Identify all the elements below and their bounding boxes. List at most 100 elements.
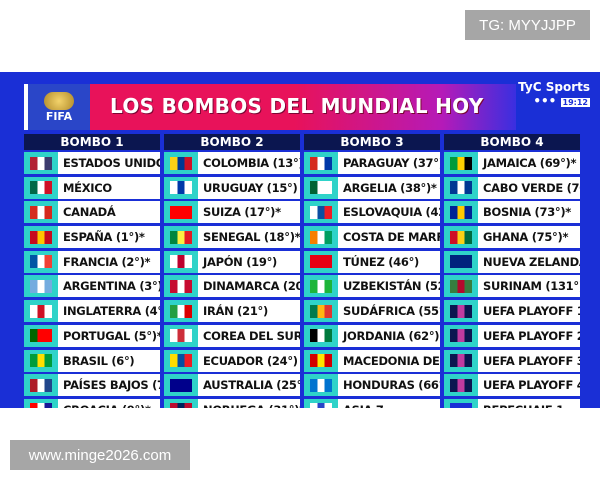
team-row: UEFA PLAYOFF 4 [444, 374, 580, 397]
fifa-logo: FIFA [24, 84, 90, 130]
page-title: LOS BOMBOS DEL MUNDIAL HOY [110, 94, 484, 118]
team-name: UEFA PLAYOFF 4 [483, 378, 580, 393]
pot-header: BOMBO 4 [444, 134, 580, 150]
team-row: INGLATERRA (4°)* [24, 300, 160, 323]
pot-header: BOMBO 1 [24, 134, 160, 150]
team-row: PAÍSES BAJOS (7°)* [24, 374, 160, 397]
flag-icon [304, 398, 338, 408]
team-row: GHANA (75°)* [444, 226, 580, 249]
team-name: IRÁN (21°) [203, 304, 268, 319]
flag-icon [444, 226, 478, 249]
flag-icon [164, 201, 198, 224]
flag-icon [444, 374, 478, 397]
team-name: PAÍSES BAJOS (7°)* [63, 378, 160, 393]
team-name: CROACIA (9°)* [58, 399, 160, 408]
team-name: BRASIL (6°) [63, 353, 135, 368]
team-name: JAPÓN (19°) [203, 254, 277, 269]
team-row: BOSNIA (73°)* [444, 201, 580, 224]
flag-icon [304, 250, 338, 273]
team-row: DINAMARCA (20°)* [164, 275, 300, 298]
flag-icon [304, 226, 338, 249]
team-name: DINAMARCA (20°)* [203, 279, 300, 294]
flag-icon [304, 201, 338, 224]
flag-icon [164, 226, 198, 249]
team-name: TÚNEZ (46°) [343, 254, 419, 269]
team-name: MÉXICO [63, 180, 112, 195]
team-row: UEFA PLAYOFF 2 [444, 324, 580, 347]
flag-icon [24, 324, 58, 347]
flag-icon [164, 374, 198, 397]
flag-icon [444, 398, 478, 408]
flag-icon [24, 275, 58, 298]
flag-icon [164, 349, 198, 372]
team-row: BRASIL (6°) [24, 349, 160, 372]
team-name: SENEGAL (18°)* [203, 230, 300, 245]
team-name: COSTA DE MARFIL (44°)* [343, 230, 440, 245]
team-name: SURINAM (131°)* [483, 279, 580, 294]
team-name: PARAGUAY (37°) [343, 156, 440, 170]
team-name: HONDURAS (66°)* [343, 378, 440, 393]
team-row: MACEDONIA DEL NORTE (63°)* [304, 349, 440, 372]
team-name: NORUEGA (31°)* [198, 399, 300, 408]
flag-icon [304, 300, 338, 323]
team-row: COLOMBIA (13°) [164, 152, 300, 174]
pot-column-4: BOMBO 4 JAMAICA (69°)* CABO VERDE (70°)* BO… [444, 134, 580, 408]
flag-icon [24, 300, 58, 323]
team-row: JORDANIA (62°) [304, 324, 440, 347]
pot-column-2: BOMBO 2 COLOMBIA (13°) URUGUAY (15°) SUIZA … [164, 134, 300, 408]
flag-icon [24, 176, 58, 199]
flag-icon [304, 324, 338, 347]
team-row: JAPÓN (19°) [164, 250, 300, 273]
team-row: SUDÁFRICA (55°)* [304, 300, 440, 323]
team-name: NUEVA ZELANDA (83°) [483, 254, 580, 269]
flag-icon [444, 250, 478, 273]
team-name: COREA DEL SUR (23°) [203, 328, 300, 343]
team-row: CANADÁ [24, 201, 160, 224]
flag-icon [304, 152, 338, 174]
pot-column-1: BOMBO 1 ESTADOS UNIDOS MÉXICO CANADÁ ESPAÑA … [24, 134, 160, 408]
team-row: UEFA PLAYOFF 1 [444, 300, 580, 323]
flag-icon [164, 398, 198, 408]
broadcast-graphic: FIFA LOS BOMBOS DEL MUNDIAL HOY TyC Spor… [0, 72, 600, 408]
flag-icon [164, 275, 198, 298]
clock: 19:12 [560, 98, 590, 107]
team-name: SUDÁFRICA (55°)* [343, 304, 440, 319]
team-row: FRANCIA (2°)* [24, 250, 160, 273]
flag-icon [164, 176, 198, 199]
team-name: JAMAICA (69°)* [483, 156, 577, 170]
team-row: SURINAM (131°)* [444, 275, 580, 298]
team-name: ARGENTINA (3°) [63, 279, 160, 294]
team-row: COSTA DE MARFIL (44°)* [304, 226, 440, 249]
flag-icon [24, 201, 58, 224]
team-row: SENEGAL (18°)* [164, 226, 300, 249]
flag-icon [24, 349, 58, 372]
team-name: ESTADOS UNIDOS [63, 156, 160, 170]
flag-icon [164, 300, 198, 323]
team-name: FRANCIA (2°)* [63, 254, 151, 269]
flag-icon [164, 152, 198, 174]
team-name: BOSNIA (73°)* [483, 205, 572, 220]
team-name: UEFA PLAYOFF 2 [483, 328, 580, 343]
flag-icon [24, 152, 58, 174]
flag-icon [164, 324, 198, 347]
team-name: ECUADOR (24°) [203, 353, 298, 368]
team-name: MACEDONIA DEL NORTE (63°)* [343, 353, 440, 368]
flag-icon [24, 226, 58, 249]
team-row: CROACIA (9°)* [24, 398, 160, 408]
channel-name: TyC Sports [518, 80, 590, 94]
team-name: ESPAÑA (1°)* [63, 230, 145, 245]
team-name: ARGELIA (38°)* [343, 180, 437, 195]
team-row: ARGELIA (38°)* [304, 176, 440, 199]
team-row: IRÁN (21°) [164, 300, 300, 323]
flag-icon [444, 201, 478, 224]
flag-icon [444, 176, 478, 199]
team-row: ESLOVAQUIA (42°)* [304, 201, 440, 224]
team-row: ASIA 7 [304, 398, 440, 408]
flag-icon [24, 250, 58, 273]
watermark-bottom: www.minge2026.com [10, 440, 190, 470]
team-name: PORTUGAL (5°)* [63, 328, 160, 343]
flag-icon [304, 275, 338, 298]
flag-icon [444, 349, 478, 372]
team-name: COLOMBIA (13°) [203, 156, 300, 170]
team-row: UEFA PLAYOFF 3 [444, 349, 580, 372]
